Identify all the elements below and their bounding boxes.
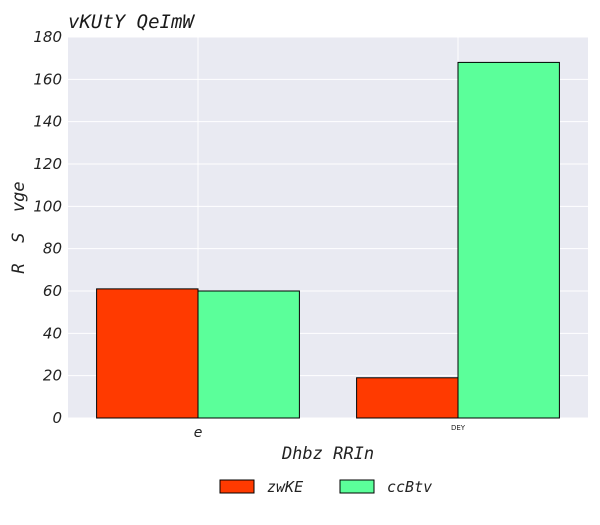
bars: [96, 61, 560, 419]
y-axis-ticks: 0 20 40 60 80 100 120 140 160 180: [33, 28, 62, 427]
x-tick-label: e: [194, 425, 203, 441]
y-tick-label: 80: [43, 240, 62, 258]
y-tick-label: 140: [33, 113, 62, 131]
y-tick-label: 60: [43, 282, 62, 300]
x-axis-label: Dhbz RRIn: [281, 444, 374, 464]
legend-swatch-zwKE: [219, 479, 255, 494]
legend-label: ccBtv: [387, 478, 432, 496]
y-tick-label: 20: [43, 367, 62, 385]
y-tick-label: 100: [33, 197, 62, 215]
y-tick-label: 160: [33, 70, 62, 88]
x-axis-ticks: e DEY: [194, 424, 466, 441]
x-tick-label: DEY: [451, 424, 466, 432]
y-tick-label: 120: [33, 155, 62, 173]
legend-swatch-ccBtv: [339, 479, 375, 494]
bar-ccBtv-e: [197, 290, 300, 419]
bar-ccBtv-DEY: [457, 61, 560, 419]
y-tick-label: 40: [43, 324, 62, 342]
legend: zwKE ccBtv: [219, 478, 432, 496]
y-tick-label: 180: [33, 28, 62, 46]
y-tick-label: 0: [52, 409, 62, 427]
bar-zwKE-DEY: [356, 377, 459, 419]
chart-title: vKUtY QeImW: [68, 11, 195, 33]
legend-label: zwKE: [267, 478, 303, 496]
bar-zwKE-e: [96, 288, 199, 419]
y-axis-label: R S vge: [9, 181, 29, 273]
